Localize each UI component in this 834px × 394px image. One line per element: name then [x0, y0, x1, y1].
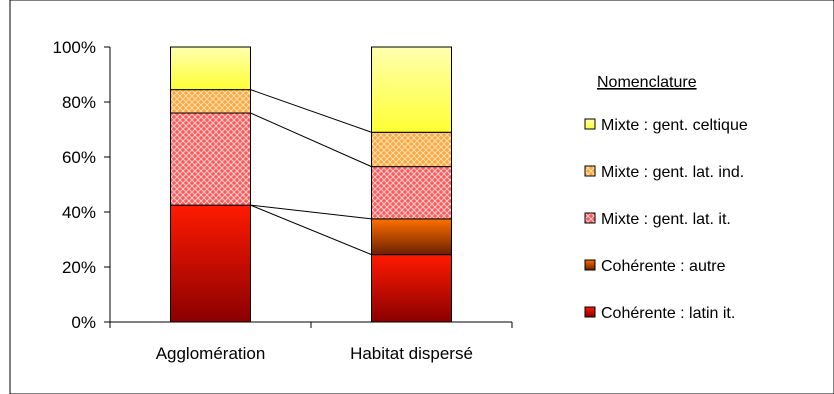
- bar-segment: [371, 46, 452, 133]
- legend-swatch: [584, 118, 596, 130]
- connector-line: [250, 204, 372, 220]
- bar-segment: [170, 204, 251, 323]
- bar-segment: [371, 131, 452, 168]
- legend-swatch: [584, 212, 596, 224]
- connector-line: [250, 89, 372, 133]
- y-tick-label: 20%: [62, 258, 96, 277]
- legend-entry: Mixte : gent. lat. it.: [601, 211, 731, 228]
- bar-segment: [371, 254, 452, 323]
- y-tick-label: 0%: [71, 313, 96, 332]
- legend-entry: Mixte : gent. celtique: [601, 117, 748, 134]
- y-tick-label: 80%: [62, 93, 96, 112]
- legend-swatch: [584, 165, 596, 177]
- connector-line: [250, 204, 372, 256]
- x-category-label: Habitat dispersé: [350, 344, 473, 363]
- bars: [170, 46, 452, 323]
- y-tick-label: 100%: [53, 38, 96, 57]
- legend-title: Nomenclature: [597, 74, 697, 91]
- connectors: [250, 89, 372, 256]
- bar-segment: [371, 218, 452, 256]
- bar-segment: [371, 166, 452, 220]
- legend-entry: Cohérente : latin it.: [601, 305, 735, 322]
- bar-segment: [170, 89, 251, 114]
- legend-swatch: [584, 306, 596, 318]
- x-axis-labels: Agglomération Habitat dispersé: [156, 344, 473, 363]
- legend-entry: Cohérente : autre: [601, 258, 726, 275]
- bar-segment: [170, 46, 251, 91]
- x-category-label: Agglomération: [156, 344, 266, 363]
- y-tick-label: 60%: [62, 148, 96, 167]
- connector-line: [250, 112, 372, 168]
- bar-segment: [170, 112, 251, 206]
- legend: Mixte : gent. celtique Mixte : gent. lat.…: [584, 117, 748, 322]
- legend-swatch: [584, 259, 596, 271]
- y-tick-label: 40%: [62, 203, 96, 222]
- legend-entry: Mixte : gent. lat. ind.: [601, 164, 744, 181]
